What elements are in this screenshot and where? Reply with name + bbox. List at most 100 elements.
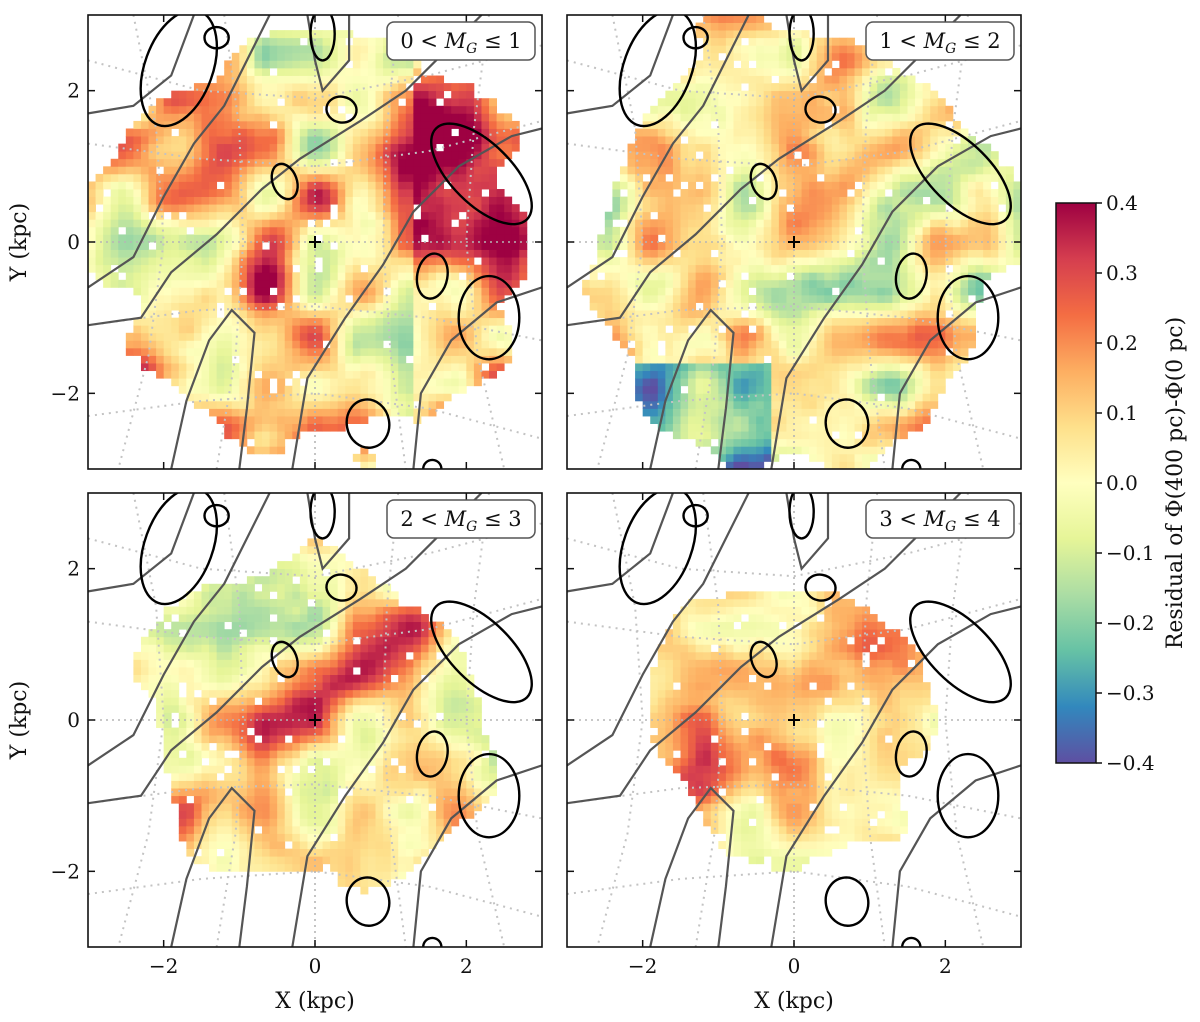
heatmap-cell (703, 242, 712, 250)
heatmap-cell (140, 682, 149, 691)
heatmap-cell (824, 446, 833, 455)
heatmap-cell (657, 120, 666, 129)
heatmap-cell (756, 113, 765, 122)
heatmap-cell (443, 226, 452, 235)
heatmap-cell (519, 234, 528, 243)
heatmap-cell (201, 279, 210, 288)
heatmap-cell (756, 264, 765, 273)
heatmap-cell (239, 136, 248, 145)
heatmap-cell (420, 189, 429, 197)
heatmap-cell (786, 287, 795, 296)
heatmap-cell (420, 90, 429, 99)
heatmap-cell (809, 400, 818, 409)
heatmap-cell (231, 60, 240, 69)
heatmap-cell (794, 378, 802, 387)
heatmap-cell (186, 294, 195, 303)
heatmap-cell (216, 294, 225, 303)
heatmap-cell (915, 272, 924, 281)
heatmap-cell (262, 332, 270, 341)
heatmap-cell (703, 60, 712, 69)
heatmap-cell (193, 120, 202, 129)
heatmap-cell (688, 226, 697, 235)
heatmap-cell (710, 196, 719, 205)
heatmap-cell (246, 52, 255, 61)
heatmap-cell (496, 136, 505, 145)
heatmap-cell (627, 181, 636, 190)
heatmap-cell (140, 294, 149, 303)
heatmap-cell (892, 226, 901, 235)
heatmap-cell (869, 302, 878, 311)
heatmap-cell (171, 606, 180, 615)
heatmap-cell (148, 682, 157, 691)
heatmap-cell (193, 226, 202, 235)
heatmap-cell (178, 325, 187, 334)
heatmap-cell (171, 340, 180, 349)
heatmap-cell (854, 355, 863, 364)
heatmap-cell (178, 667, 187, 675)
heatmap-cell (960, 219, 969, 228)
heatmap-cell (748, 249, 757, 258)
heatmap-cell (937, 325, 946, 334)
heatmap-cell (869, 363, 878, 372)
heatmap-cell (458, 189, 467, 197)
heatmap-cell (695, 173, 704, 182)
heatmap-cell (665, 249, 674, 258)
heatmap-cell (695, 204, 704, 213)
heatmap-cell (794, 30, 802, 39)
heatmap-cell (839, 75, 848, 84)
heatmap-cell (809, 113, 818, 122)
heatmap-cell (224, 423, 233, 432)
heatmap-cell (763, 370, 772, 379)
heatmap-cell (239, 211, 248, 220)
heatmap-cell (839, 355, 848, 364)
heatmap-cell (725, 302, 734, 311)
heatmap-cell (383, 249, 392, 258)
heatmap-cell (178, 651, 187, 660)
heatmap-cell (884, 431, 893, 440)
heatmap-cell (922, 189, 931, 197)
heatmap-cell (201, 310, 210, 319)
heatmap-cell (816, 181, 825, 190)
heatmap-cell (88, 211, 96, 220)
heatmap-cell (262, 219, 270, 228)
heatmap-cell (725, 90, 734, 99)
heatmap-cell (292, 416, 301, 424)
heatmap-cell (390, 287, 399, 296)
heatmap-cell (862, 294, 871, 303)
heatmap-cell (186, 249, 195, 258)
heatmap-cell (284, 90, 293, 99)
heatmap-cell (299, 83, 308, 92)
heatmap-cell (420, 204, 429, 213)
heatmap-cell (688, 83, 697, 92)
heatmap-cell (224, 105, 233, 114)
heatmap-cell (156, 651, 165, 660)
heatmap-cell (224, 67, 233, 76)
heatmap-cell (990, 257, 999, 266)
heatmap-cell (635, 317, 644, 326)
heatmap-cell (733, 136, 742, 145)
heatmap-cell (284, 52, 293, 61)
heatmap-cell (420, 340, 429, 349)
heatmap-cell (466, 317, 475, 326)
heatmap-cell (884, 310, 893, 319)
heatmap-cell (748, 37, 757, 46)
heatmap-cell (315, 287, 323, 296)
heatmap-cell (854, 219, 863, 228)
heatmap-cell (688, 98, 697, 107)
heatmap-cell (915, 317, 924, 326)
heatmap-cell (915, 113, 924, 122)
heatmap-cell (733, 272, 742, 281)
heatmap-cell (741, 431, 749, 440)
heatmap-cell (428, 347, 437, 356)
heatmap-cell (466, 257, 475, 266)
heatmap-cell (741, 355, 749, 364)
heatmap-cell (224, 151, 233, 160)
heatmap-cell (854, 294, 863, 303)
heatmap-cell (284, 143, 293, 152)
heatmap-cell (854, 408, 863, 417)
heatmap-cell (778, 90, 787, 99)
heatmap-cell (246, 332, 255, 341)
heatmap-cell (937, 173, 946, 182)
heatmap-cell (405, 105, 414, 114)
heatmap-cell (436, 400, 445, 409)
